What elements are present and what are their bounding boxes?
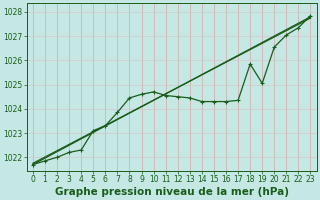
X-axis label: Graphe pression niveau de la mer (hPa): Graphe pression niveau de la mer (hPa) (55, 187, 289, 197)
